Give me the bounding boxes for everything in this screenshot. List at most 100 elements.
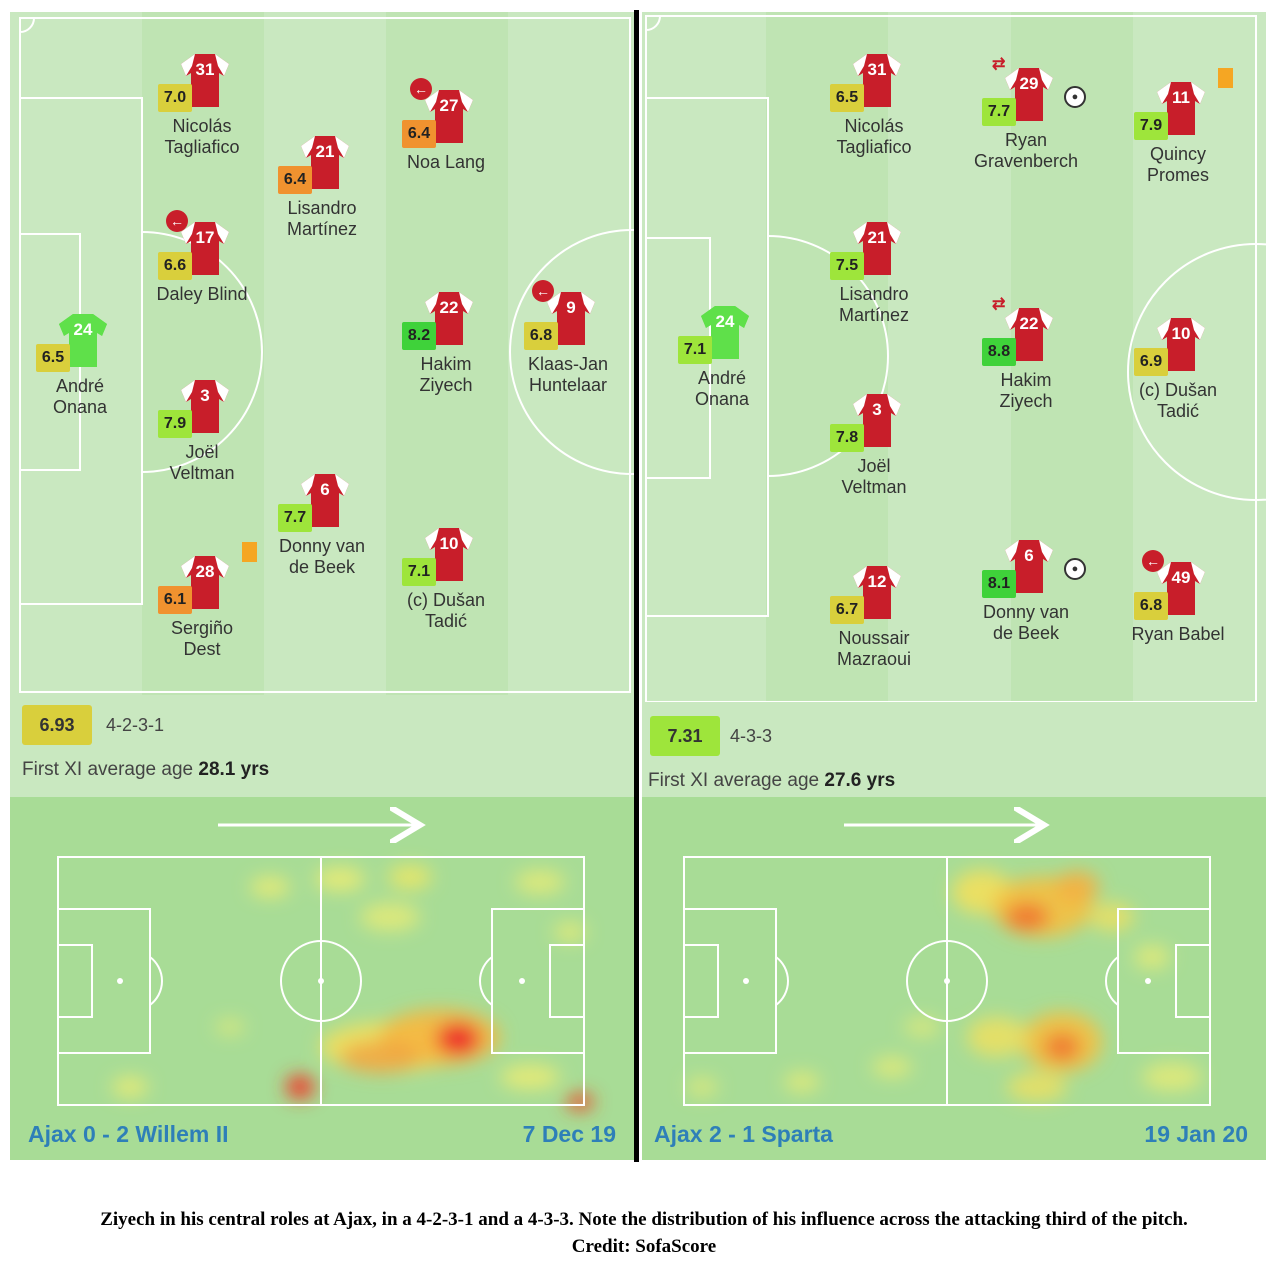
player-name: Daley Blind (156, 284, 248, 304)
player-6[interactable]: 6 7.7 Donny van de Beek (232, 472, 412, 612)
shirt-number: 21 (867, 228, 887, 247)
player-rating: 6.9 (1134, 348, 1168, 376)
player-22[interactable]: 22 8.2 Hakim Ziyech (356, 290, 536, 430)
player-21[interactable]: 21 6.4 Lisandro Martínez (232, 134, 412, 274)
player-name: André Onana (694, 368, 750, 409)
shirt-icon: 29 (1004, 66, 1054, 122)
player-rating: 7.1 (402, 558, 436, 586)
shirt-icon: 27 (424, 88, 474, 144)
player-rating: 6.8 (524, 322, 558, 350)
player-24[interactable]: 24 6.5 André Onana (10, 312, 170, 452)
shirt-icon: 12 (852, 564, 902, 620)
team-info: 6.93 4-2-3-1 First XI average age 28.1 y… (10, 695, 634, 797)
player-31[interactable]: 31 7.0 Nicolás Tagliafico (112, 52, 292, 192)
heat-blobs (686, 870, 1202, 1101)
shirt-icon: 22 (424, 290, 474, 346)
player-24[interactable]: 24 7.1 André Onana (642, 304, 812, 444)
shirt-icon: 49 (1156, 560, 1206, 616)
shirt-number: 24 (715, 312, 735, 331)
shirt-icon: 3 (180, 378, 230, 434)
player-rating: 7.9 (158, 410, 192, 438)
shirt-number: 49 (1171, 568, 1191, 587)
player-rating: 6.5 (830, 84, 864, 112)
shirt-icon: 10 (424, 526, 474, 582)
player-rating: 6.5 (36, 344, 70, 372)
heatmap-pitch (57, 797, 594, 1110)
player-name: Ryan Gravenberch (973, 130, 1079, 171)
shirt-number: 31 (867, 60, 887, 79)
player-name: Hakim Ziyech (419, 354, 473, 395)
caption-credit: Credit: SofaScore (571, 1236, 717, 1257)
player-name: Ryan Babel (1131, 624, 1225, 644)
player-49[interactable]: 49 6.8 Ryan Babel ← (1088, 550, 1266, 700)
player-22[interactable]: 22 8.8 Hakim Ziyech ⇄ (936, 296, 1116, 446)
shirt-number: 3 (200, 386, 210, 405)
shirt-icon: 31 (852, 52, 902, 108)
player-name: André Onana (52, 376, 108, 417)
player-rating: 8.1 (982, 570, 1016, 598)
goal-ball-icon: ● (1064, 86, 1086, 108)
player-name: (c) Dušan Tadić (1138, 380, 1218, 421)
average-age: First XI average age 28.1 yrs (22, 759, 269, 781)
age-label: First XI average age (648, 770, 820, 791)
average-age: First XI average age 27.6 yrs (648, 770, 895, 792)
player-rating: 6.8 (1134, 592, 1168, 620)
shirt-number: 10 (439, 534, 459, 553)
age-value: 27.6 yrs (824, 770, 896, 791)
lineup-panel-right: 31 6.5 Nicolás Tagliafico 21 7.5 Lisandro Mar… (642, 12, 1266, 1160)
player-12[interactable]: 12 6.7 Noussair Mazraoui (784, 564, 964, 702)
yellow-card-icon (242, 542, 257, 562)
player-rating: 7.7 (278, 504, 312, 532)
shirt-number: 3 (872, 400, 882, 419)
player-rating: 6.4 (278, 166, 312, 194)
player-name: Noussair Mazraoui (836, 628, 912, 669)
player-rating: 7.9 (1134, 112, 1168, 140)
player-rating: 8.2 (402, 322, 436, 350)
player-rating: 7.7 (982, 98, 1016, 126)
player-10[interactable]: 10 7.1 (c) Dušan Tadić (356, 526, 536, 666)
shirt-icon: 6 (1004, 538, 1054, 594)
match-score: Ajax 2 - 1 Sparta (654, 1121, 833, 1147)
player-9[interactable]: 9 6.8 Klaas-Jan Huntelaar ← (478, 280, 634, 430)
player-6[interactable]: 6 8.1 Donny van de Beek ● (936, 538, 1116, 678)
player-10[interactable]: 10 6.9 (c) Dušan Tadić (1088, 316, 1266, 456)
substituted-out-icon: ← (166, 210, 188, 232)
player-29[interactable]: 29 7.7 Ryan Gravenberch ⇄ ● (936, 56, 1116, 206)
player-name: Joël Veltman (841, 456, 907, 497)
shirt-icon: 11 (1156, 80, 1206, 136)
shirt-icon: 10 (1156, 316, 1206, 372)
player-3[interactable]: 3 7.8 Joël Veltman (784, 392, 964, 532)
player-17[interactable]: 17 6.6 Daley Blind ← (112, 210, 292, 360)
shirt-icon: 31 (180, 52, 230, 108)
substituted-out-icon: ← (1142, 550, 1164, 572)
shirt-number: 11 (1172, 88, 1190, 107)
player-27[interactable]: 27 6.4 Noa Lang ← (356, 78, 536, 228)
player-28[interactable]: 28 6.1 Sergiño Dest (112, 542, 292, 694)
shirt-number: 22 (1019, 314, 1039, 333)
goalkeeper-shirt-icon: 24 (58, 312, 108, 368)
player-11[interactable]: 11 7.9 Quincy Promes (1088, 68, 1266, 220)
player-name: Quincy Promes (1146, 144, 1209, 185)
shirt-number: 6 (320, 480, 330, 499)
pitch-lines (645, 15, 1266, 702)
age-label: First XI average age (22, 759, 194, 780)
player-rating: 6.7 (830, 596, 864, 624)
shirt-number: 21 (315, 142, 335, 161)
player-3[interactable]: 3 7.9 Joël Veltman (112, 378, 292, 518)
player-name: Joël Veltman (169, 442, 235, 483)
shirt-icon: 21 (852, 220, 902, 276)
player-rating: 7.1 (678, 336, 712, 364)
average-rating-badge: 7.31 (650, 716, 720, 756)
formation-label: 4-3-3 (730, 726, 773, 746)
caption-text: Ziyech in his central roles at Ajax, in … (100, 1209, 1188, 1230)
shirt-number: 31 (195, 60, 215, 79)
age-value: 28.1 yrs (198, 759, 270, 780)
player-31[interactable]: 31 6.5 Nicolás Tagliafico (784, 52, 964, 192)
player-21[interactable]: 21 7.5 Lisandro Martínez (784, 220, 964, 360)
player-name: (c) Dušan Tadić (406, 590, 486, 631)
shirt-number: 6 (1024, 546, 1034, 565)
heat-blobs (112, 865, 594, 1110)
shirt-icon: 6 (300, 472, 350, 528)
shirt-icon: 28 (180, 554, 230, 610)
lineup-pitch: 31 7.0 Nicolás Tagliafico 17 6.6 Daley Blind ←… (10, 12, 634, 695)
